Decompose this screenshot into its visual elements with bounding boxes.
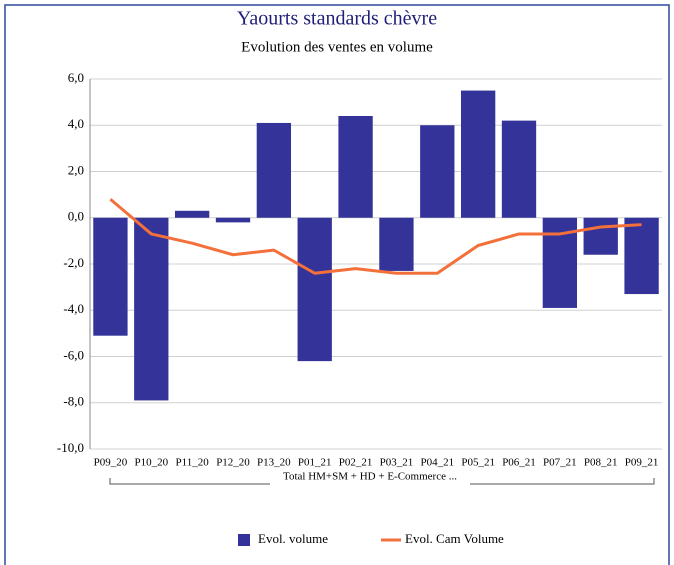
x-tick-label: P02_21 <box>339 457 373 469</box>
y-tick-label: -2,0 <box>63 255 84 270</box>
x-tick-label: P09_20 <box>94 457 128 469</box>
line <box>109 198 642 275</box>
x-tick-label: P01_21 <box>298 457 332 469</box>
frame <box>4 4 670 565</box>
x-tick-label: P09_21 <box>625 457 659 469</box>
x-tick-label: P04_21 <box>420 457 454 469</box>
bar <box>379 217 414 271</box>
x-tick-label: P08_21 <box>584 457 618 469</box>
legend-swatch <box>238 534 250 546</box>
group-bracket <box>109 478 655 485</box>
x-tick-label: P11_20 <box>176 457 210 469</box>
y-tick-label: 6,0 <box>68 70 84 85</box>
bar <box>338 116 373 218</box>
x-tick-label: P07_21 <box>543 457 577 469</box>
y-tick-label: 0,0 <box>68 209 84 224</box>
chart-title: Yaourts standards chèvre <box>237 8 437 30</box>
bar <box>501 120 537 218</box>
bar <box>583 217 618 255</box>
y-tick-label: -4,0 <box>63 301 84 316</box>
y-tick-label: -6,0 <box>63 347 84 362</box>
y-tick-label: 2,0 <box>68 162 84 177</box>
bar <box>297 217 332 362</box>
bar <box>174 210 210 218</box>
bar <box>624 217 659 295</box>
group-label: Total HM+SM + HD + E-Commerce ... <box>283 471 457 483</box>
x-tick-label: P13_20 <box>257 457 291 469</box>
bar <box>134 217 169 401</box>
x-tick-label: P10_20 <box>134 457 168 469</box>
legend-label: Evol. volume <box>258 531 328 546</box>
bar <box>256 122 292 218</box>
bar <box>93 217 128 336</box>
x-tick-label: P03_21 <box>380 457 414 469</box>
bar <box>215 217 251 223</box>
y-tick-label: -10,0 <box>57 440 84 455</box>
x-tick-label: P12_20 <box>216 457 250 469</box>
bar <box>460 90 496 218</box>
y-tick-label: -8,0 <box>63 394 84 409</box>
bar <box>420 125 455 218</box>
chart-subtitle: Evolution des ventes en volume <box>241 39 433 55</box>
x-tick-label: P05_21 <box>461 457 495 469</box>
y-tick-label: 4,0 <box>68 116 84 131</box>
legend-label: Evol. Cam Volume <box>405 531 504 546</box>
x-tick-label: P06_21 <box>502 457 536 469</box>
